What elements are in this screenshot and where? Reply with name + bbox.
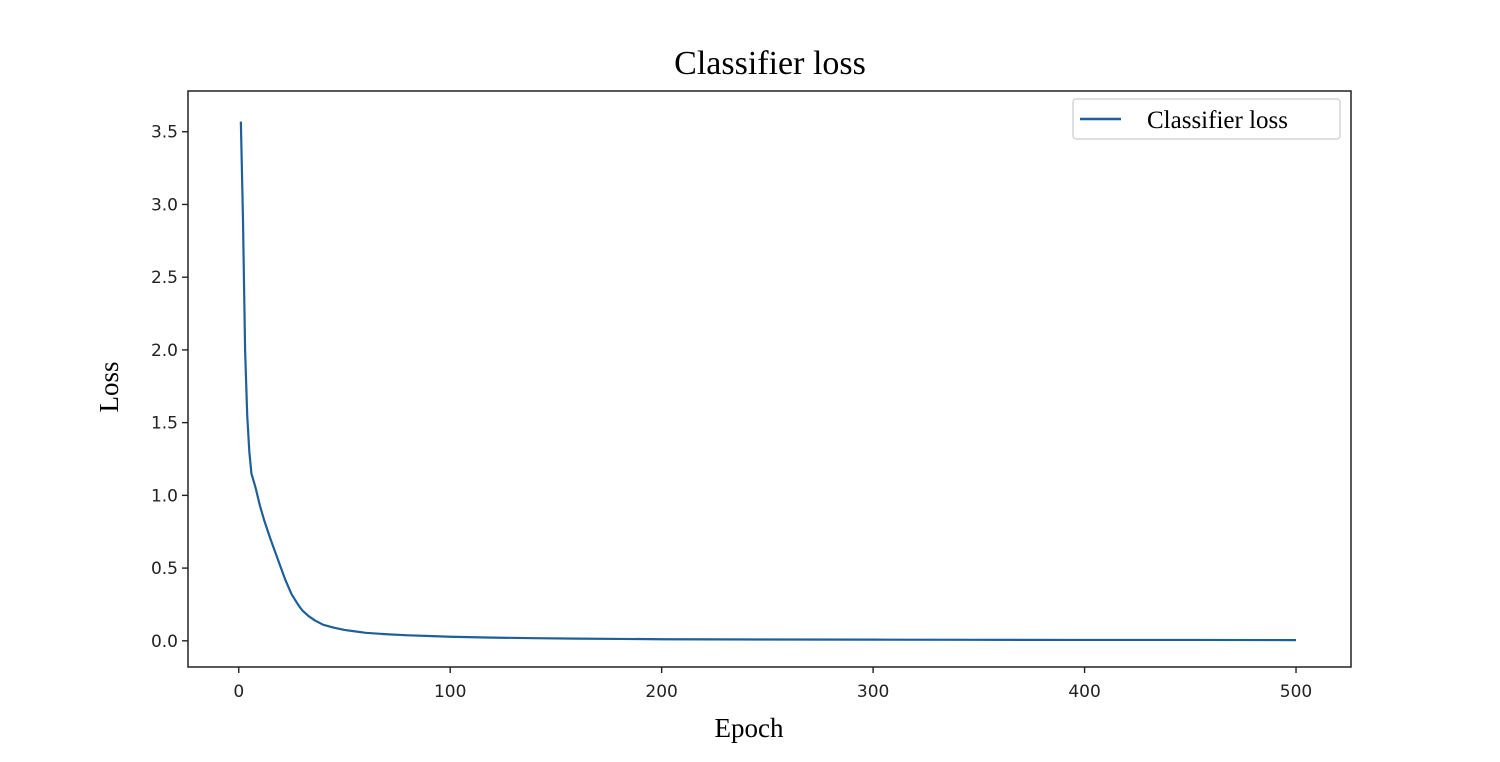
x-tick-label: 500 bbox=[1280, 682, 1312, 702]
y-tick-label: 3.5 bbox=[151, 123, 178, 143]
legend-entry-classifier-loss: Classifier loss bbox=[1147, 107, 1288, 134]
y-tick-label: 1.5 bbox=[151, 414, 178, 434]
x-tick-label: 300 bbox=[857, 682, 889, 702]
x-tick-label: 100 bbox=[434, 682, 466, 702]
y-tick-label: 0.0 bbox=[151, 632, 178, 652]
legend-box bbox=[1072, 98, 1341, 140]
legend: Classifier loss bbox=[1072, 98, 1341, 140]
x-tick-label: 400 bbox=[1068, 682, 1100, 702]
series-line-classifier-loss bbox=[239, 121, 1297, 642]
x-tick-label: 200 bbox=[645, 682, 677, 702]
series-layer bbox=[239, 121, 1297, 642]
y-axis-ticks: 0.0 0.5 1.0 1.5 2.0 2.5 3.0 3.5 bbox=[151, 123, 188, 652]
y-tick-label: 1.0 bbox=[151, 486, 178, 506]
y-tick-label: 2.5 bbox=[151, 268, 178, 288]
plot-frame bbox=[187, 90, 1352, 668]
x-axis-label: Epoch bbox=[715, 713, 784, 743]
x-tick-label: 0 bbox=[233, 682, 244, 702]
y-tick-label: 3.0 bbox=[151, 195, 178, 215]
x-axis-ticks: 0 100 200 300 400 500 bbox=[233, 667, 1312, 702]
y-tick-label: 0.5 bbox=[151, 559, 178, 579]
y-tick-label: 2.0 bbox=[151, 341, 178, 361]
y-axis-label: Loss bbox=[94, 361, 124, 412]
chart-title: Classifier loss bbox=[674, 45, 866, 82]
